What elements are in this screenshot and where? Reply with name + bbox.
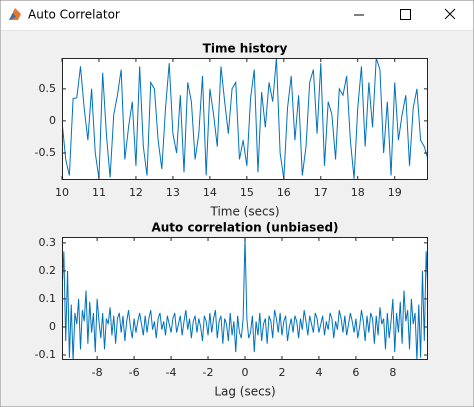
axes-title: Time history (203, 42, 288, 56)
x-tick-label: -6 (129, 366, 140, 379)
close-button[interactable] (444, 8, 456, 20)
x-tick-label: 17 (314, 186, 328, 199)
x-tick-label: 4 (315, 366, 322, 379)
x-tick-label: 6 (352, 366, 359, 379)
axes-box (62, 58, 428, 180)
x-tick-label: 10 (55, 186, 69, 199)
x-tick-label: 0 (242, 366, 249, 379)
y-tick-label: 0 (49, 320, 56, 333)
x-tick-label: 14 (203, 186, 217, 199)
title-bar (1, 1, 473, 30)
y-tick-label: 0.1 (39, 292, 57, 305)
x-tick-label: 16 (277, 186, 291, 199)
x-tick-label: 8 (389, 366, 396, 379)
x-tick-label: 12 (129, 186, 143, 199)
x-axis-label: Time (secs) (209, 205, 279, 219)
x-tick-label: -4 (166, 366, 177, 379)
x-tick-label: 2 (278, 366, 285, 379)
y-tick-label: 0.3 (39, 236, 57, 249)
app-icon (9, 8, 21, 20)
y-tick-label: 0.5 (39, 82, 57, 95)
y-tick-label: 0.2 (39, 264, 57, 277)
x-axis-label: Lag (secs) (214, 385, 275, 399)
x-tick-label: 15 (240, 186, 254, 199)
x-tick-label: 19 (388, 186, 402, 199)
x-tick-label: 18 (351, 186, 365, 199)
y-tick-label: -0.5 (35, 146, 56, 159)
axes-title: Auto correlation (unbiased) (151, 221, 338, 235)
y-tick-label: 0 (49, 114, 56, 127)
x-tick-label: -2 (203, 366, 214, 379)
window-title: Auto Correlator (28, 8, 120, 22)
maximize-button[interactable] (400, 9, 411, 20)
x-tick-label: 11 (92, 186, 106, 199)
y-tick-label: -0.1 (35, 348, 56, 361)
x-tick-label: 13 (166, 186, 180, 199)
data-line (62, 58, 428, 179)
x-tick-label: -8 (92, 366, 103, 379)
